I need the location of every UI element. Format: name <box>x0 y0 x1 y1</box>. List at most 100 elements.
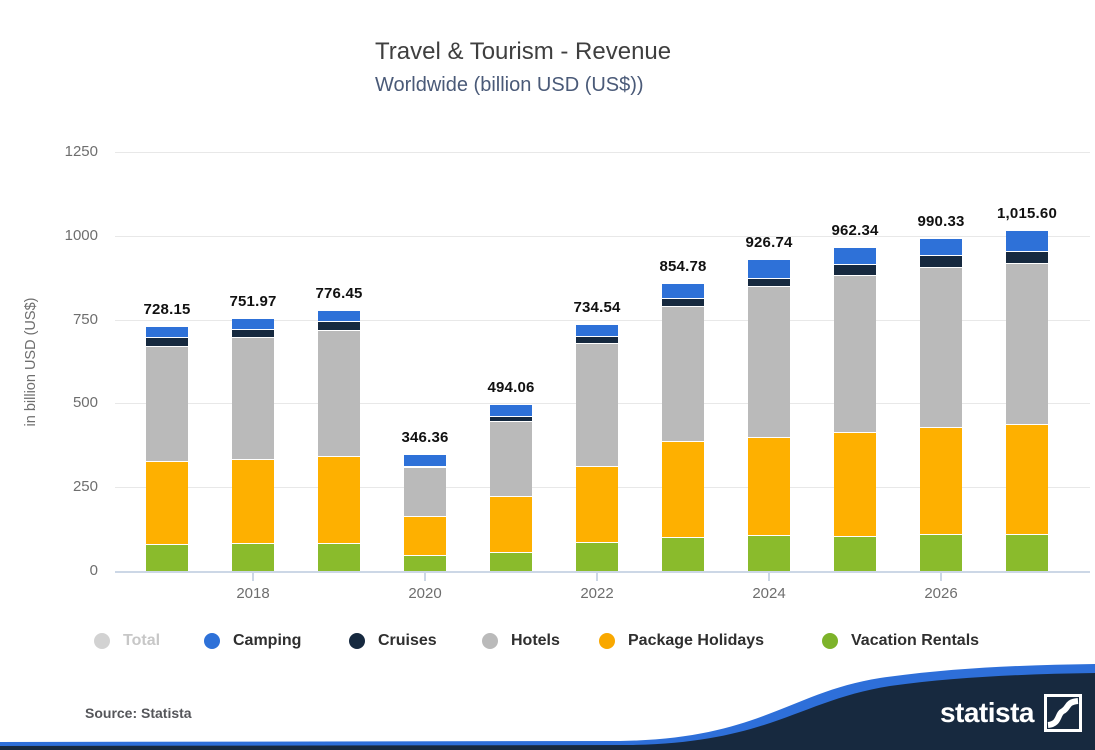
legend-item-label: Hotels <box>511 632 560 649</box>
x-tick-label: 2022 <box>580 585 614 602</box>
bar-segment <box>920 256 962 269</box>
bar-segment <box>576 466 618 543</box>
legend-item-hotels: Hotels <box>482 632 560 650</box>
x-tick <box>596 571 598 581</box>
bar-segment <box>490 497 532 553</box>
y-tick-label: 750 <box>72 310 98 328</box>
y-tick-label: 1250 <box>64 143 98 160</box>
legend-item-total: Total <box>94 632 160 650</box>
bar-segment <box>232 544 274 571</box>
x-tick-label: 2026 <box>924 585 958 602</box>
bar-segment <box>662 441 704 539</box>
bar-segment <box>490 552 532 571</box>
legend-dot <box>482 633 498 649</box>
bar-segment <box>146 326 188 338</box>
bar-segment <box>748 279 790 288</box>
legend-dot <box>349 633 365 649</box>
y-tick-label: 1000 <box>64 226 98 244</box>
bar-segment <box>146 346 188 463</box>
bar-segment <box>318 322 360 332</box>
bar-segment <box>834 432 876 538</box>
bar-segment <box>490 405 532 417</box>
legend-item-cruises: Cruises <box>349 632 437 650</box>
bar-segment <box>146 544 188 571</box>
y-axis-title: in billion USD (US$) <box>23 297 39 427</box>
bar-segment <box>146 462 188 545</box>
bar-segment <box>748 260 790 280</box>
statista-logo-mark-icon <box>1044 694 1082 732</box>
x-tick-label: 2018 <box>236 585 270 602</box>
bar-segment <box>1006 424 1048 536</box>
bar-segment <box>920 534 962 571</box>
bar-segment <box>404 468 446 517</box>
bar-segment <box>662 538 704 571</box>
x-tick <box>252 571 254 581</box>
source-text: Source: Statista <box>85 705 192 721</box>
bar-total-label: 776.45 <box>315 284 363 302</box>
statista-logo-text: statista <box>939 697 1035 728</box>
x-axis-line <box>115 571 1090 573</box>
bar-segment <box>834 264 876 277</box>
bar-segment <box>1006 535 1048 571</box>
footer-wave <box>0 662 1095 750</box>
bar-segment <box>748 437 790 537</box>
bar-segment <box>920 239 962 257</box>
y-tick-label: 500 <box>72 394 98 412</box>
bar-total-label: 728.15 <box>143 300 191 318</box>
legend-item-label: Camping <box>233 632 302 649</box>
bar-total-label: 962.34 <box>831 222 879 240</box>
bar-segment <box>404 467 446 469</box>
bar-segment <box>576 324 618 338</box>
bar-segment <box>748 287 790 438</box>
bar-segment <box>318 543 360 571</box>
bar-total-label: 990.33 <box>917 213 965 231</box>
bar-total-label: 854.78 <box>659 258 707 276</box>
bar-segment <box>834 276 876 433</box>
bar-segment <box>490 422 532 498</box>
bar-segment <box>490 416 532 423</box>
footer-wave-graphic <box>0 664 1095 750</box>
chart-subtitle: Worldwide (billion USD (US$)) <box>375 74 644 96</box>
bar-segment <box>404 555 446 571</box>
bar-segment <box>1006 251 1048 265</box>
x-tick-label: 2020 <box>408 585 442 602</box>
bar-segment <box>576 337 618 345</box>
legend-dot <box>822 633 838 649</box>
bar-segment <box>834 537 876 571</box>
bar-segment <box>232 460 274 545</box>
legend-item-camping: Camping <box>204 632 301 650</box>
bar-segment <box>662 284 704 299</box>
bar-total-label: 734.54 <box>573 298 621 316</box>
bar-segment <box>576 344 618 467</box>
y-tick-label: 0 <box>89 562 98 579</box>
bar-segment <box>404 454 446 468</box>
x-tick <box>424 571 426 581</box>
legend-item-label: Total <box>123 632 161 649</box>
bar-segment <box>662 298 704 308</box>
bar-segment <box>834 248 876 265</box>
bar-segment <box>318 310 360 323</box>
bar-total-label: 751.97 <box>229 292 277 310</box>
bar-total-label: 926.74 <box>745 234 793 252</box>
legend-item-label: Cruises <box>378 632 437 649</box>
bar-segment <box>748 536 790 571</box>
bar-segment <box>404 516 446 556</box>
bar-segment <box>920 268 962 428</box>
bar-segment <box>232 330 274 339</box>
bar-segment <box>662 307 704 442</box>
bar-segment <box>232 338 274 461</box>
chart-header: Travel & Tourism - Revenue Worldwide (bi… <box>375 38 671 97</box>
bar-segment <box>576 542 618 571</box>
bar-total-label: 494.06 <box>487 379 535 397</box>
bar-segment <box>1006 230 1048 252</box>
gridline <box>115 152 1090 153</box>
bar-segment <box>318 331 360 458</box>
legend-item-vacation-rentals: Vacation Rentals <box>822 632 979 650</box>
x-tick <box>768 571 770 581</box>
y-tick-label: 250 <box>72 478 98 496</box>
bar-total-label: 346.36 <box>401 428 449 446</box>
legend-item-label: Vacation Rentals <box>851 632 980 649</box>
legend-item-package-holidays: Package Holidays <box>599 632 764 650</box>
chart-title: Travel & Tourism - Revenue <box>375 38 672 65</box>
